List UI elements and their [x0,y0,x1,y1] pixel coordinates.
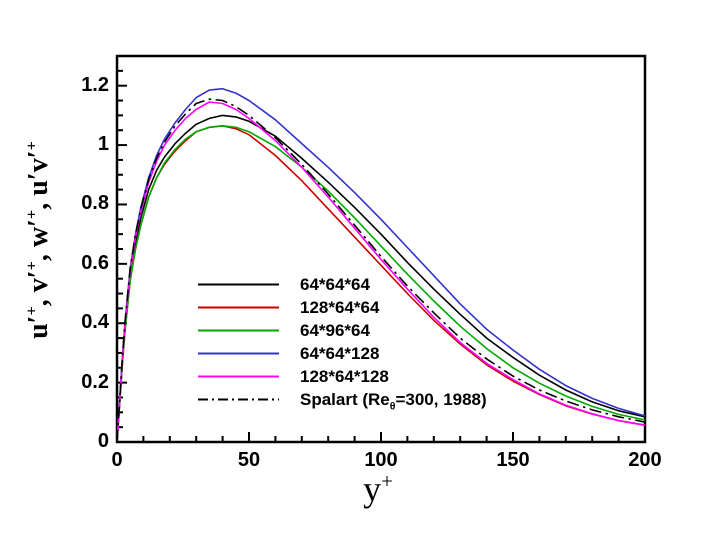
curve-64-96-64 [116,125,646,443]
legend-item-label: 128*64*128 [300,366,389,386]
legend: 64*64*64 128*64*64 64*96*64 64*64*128 128*64… [197,273,487,411]
legend-item: Spalart (Reθ=300, 1988) [197,388,487,411]
y-tick-label: 0.6 [81,251,109,274]
legend-item-label: Spalart (Reθ=300, 1988) [300,389,487,412]
y-axis-title: u′+, v′+, w′+, u′v′+ [22,141,54,339]
legend-line-swatch [198,352,279,355]
legend-item: 64*64*64 [197,273,487,296]
curve-spalart [116,98,646,443]
x-tick-label: 0 [111,449,123,471]
y-tick-label: 0 [97,430,109,452]
legend-item-label: 64*64*64 [300,274,370,294]
legend-line-swatch [198,283,279,286]
legend-item-label: 64*64*128 [300,343,380,363]
legend-item: 64*64*128 [197,342,487,365]
legend-line-swatch [198,375,279,378]
legend-item: 128*64*128 [197,365,487,388]
legend-item-label: 128*64*64 [300,297,380,317]
x-tick-label: 50 [237,449,261,471]
y-tick-label: 0.4 [81,311,109,334]
y-tick-label: 1 [97,133,109,156]
x-tick-label: 100 [364,449,398,471]
y-tick-label: 0.2 [81,370,109,393]
x-tick-label: 200 [628,449,662,471]
x-tick-label: 150 [496,449,530,471]
curve-64-64-64 [116,114,646,443]
legend-line-swatch [198,329,279,332]
legend-item-label: 64*96*64 [300,320,370,340]
y-tick-label: 1.2 [81,73,109,96]
legend-item: 128*64*64 [197,296,487,319]
legend-line-swatch [198,398,279,401]
y-tick-label: 0.8 [81,192,109,215]
legend-line-swatch [198,306,279,309]
curve-128-64-128 [116,101,646,443]
legend-item: 64*96*64 [197,319,487,342]
plot-frame [115,54,647,444]
x-axis-title: y+ [363,469,393,509]
